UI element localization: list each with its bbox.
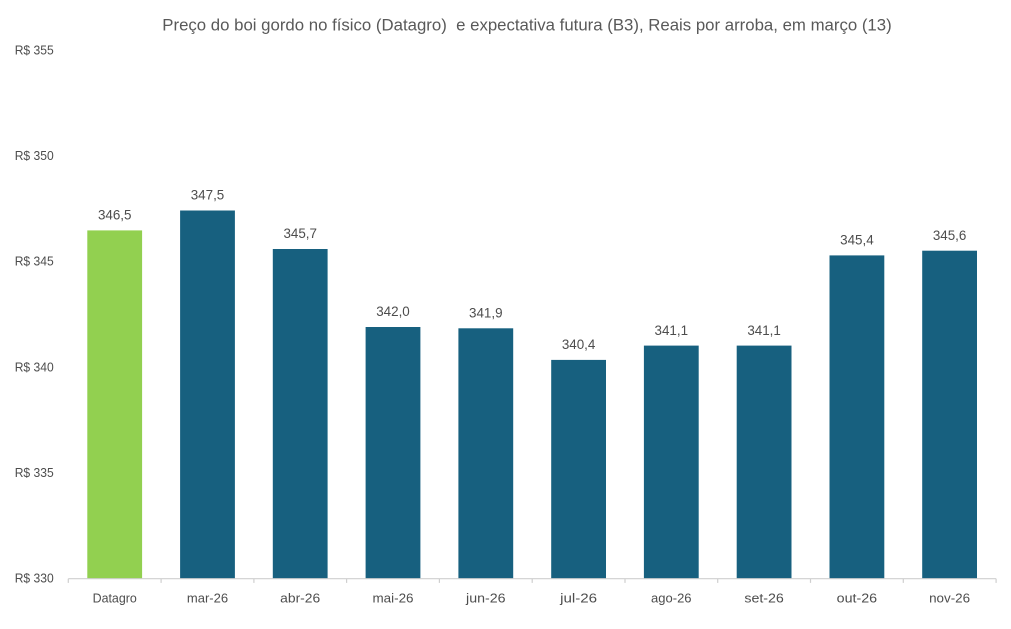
svg-text:mai-26: mai-26: [373, 591, 414, 606]
svg-text:abr-26: abr-26: [280, 591, 320, 606]
svg-text:ago-26: ago-26: [651, 591, 692, 606]
svg-text:341,9: 341,9: [469, 306, 503, 321]
svg-text:345,7: 345,7: [283, 226, 317, 241]
svg-text:345,4: 345,4: [840, 233, 874, 248]
svg-text:mar-26: mar-26: [187, 591, 228, 606]
svg-text:R$ 350: R$ 350: [15, 148, 54, 163]
svg-text:341,1: 341,1: [747, 323, 781, 338]
svg-text:342,0: 342,0: [376, 304, 410, 319]
svg-text:set-26: set-26: [744, 591, 784, 606]
svg-text:nov-26: nov-26: [929, 591, 970, 606]
svg-text:346,5: 346,5: [98, 208, 132, 223]
svg-text:R$ 330: R$ 330: [15, 571, 54, 586]
svg-text:Preço do boi gordo no físico (: Preço do boi gordo no físico (Datagro) e…: [162, 16, 891, 35]
svg-text:347,5: 347,5: [191, 188, 225, 203]
svg-text:340,4: 340,4: [562, 337, 596, 352]
svg-text:345,6: 345,6: [933, 228, 967, 243]
svg-text:341,1: 341,1: [655, 323, 689, 338]
svg-text:out-26: out-26: [837, 591, 878, 606]
svg-text:R$ 335: R$ 335: [15, 465, 54, 480]
svg-text:R$ 355: R$ 355: [15, 43, 54, 58]
svg-text:jul-26: jul-26: [559, 591, 597, 606]
svg-text:R$ 340: R$ 340: [15, 359, 54, 374]
svg-text:Datagro: Datagro: [93, 591, 137, 606]
svg-text:jun-26: jun-26: [465, 591, 506, 606]
svg-text:R$ 345: R$ 345: [15, 254, 54, 269]
